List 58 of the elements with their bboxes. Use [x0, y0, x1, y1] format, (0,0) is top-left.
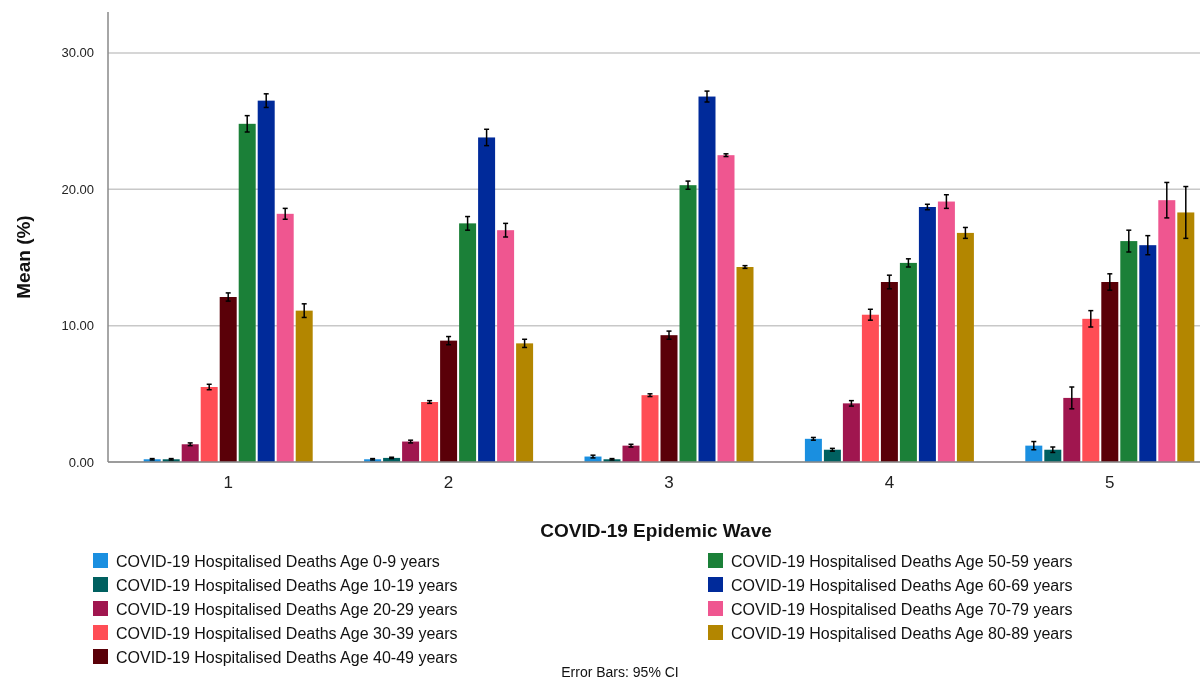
legend-label: COVID-19 Hospitalised Deaths Age 70-79 years — [731, 600, 1073, 618]
y-tick-label: 0.00 — [68, 454, 94, 470]
bar — [219, 297, 237, 462]
bar — [1120, 241, 1138, 462]
y-tick-label: 10.00 — [61, 318, 94, 334]
bar — [717, 155, 735, 462]
bar — [804, 438, 822, 462]
y-axis-title: Mean (%) — [13, 215, 34, 299]
bar — [698, 96, 716, 462]
bar — [918, 207, 936, 462]
bar — [1025, 445, 1043, 462]
bar — [736, 267, 754, 462]
bar — [937, 201, 955, 462]
text: Error Bars: 95% CI — [561, 664, 679, 680]
bar — [679, 185, 697, 462]
bar — [1139, 245, 1157, 462]
bar — [641, 395, 659, 462]
bar — [1101, 282, 1119, 462]
bar — [861, 314, 879, 462]
bar — [842, 403, 860, 462]
bar — [478, 137, 496, 462]
bar — [257, 100, 275, 462]
bar — [276, 213, 294, 462]
bar — [899, 262, 917, 462]
bar — [1063, 397, 1081, 462]
bar — [200, 387, 218, 462]
bar — [516, 343, 534, 462]
legend-label: COVID-19 Hospitalised Deaths Age 0-9 years — [116, 552, 440, 570]
x-tick-label: 4 — [884, 473, 895, 492]
x-tick-label: 3 — [664, 473, 674, 492]
legend-label: COVID-19 Hospitalised Deaths Age 80-89 years — [731, 624, 1073, 642]
bar — [1177, 212, 1195, 462]
bar — [295, 310, 313, 462]
bar — [1082, 318, 1100, 462]
bar — [402, 441, 420, 462]
x-axis-title: COVID-19 Epidemic Wave — [540, 520, 772, 541]
bar — [459, 223, 477, 462]
x-tick-label: 5 — [1105, 473, 1115, 492]
bar — [622, 445, 640, 462]
bar — [497, 230, 515, 462]
bar — [238, 123, 256, 462]
bar — [1158, 200, 1176, 462]
y-tick-label: 30.00 — [61, 45, 94, 61]
bar — [440, 340, 458, 462]
bar — [956, 232, 974, 462]
x-tick-label: 2 — [443, 473, 454, 492]
bar — [660, 335, 678, 462]
y-tick-label: 20.00 — [61, 181, 94, 197]
bar — [880, 282, 898, 462]
legend-label: COVID-19 Hospitalised Deaths Age 60-69 years — [731, 576, 1073, 594]
legend-label: COVID-19 Hospitalised Deaths Age 20-29 years — [116, 600, 458, 618]
bar — [421, 402, 439, 462]
legend-label: COVID-19 Hospitalised Deaths Age 30-39 years — [116, 624, 458, 642]
legend-label: COVID-19 Hospitalised Deaths Age 40-49 years — [116, 648, 458, 666]
bar — [181, 444, 199, 462]
legend-label: COVID-19 Hospitalised Deaths Age 50-59 years — [731, 552, 1073, 570]
legend-label: COVID-19 Hospitalised Deaths Age 10-19 years — [116, 576, 458, 594]
x-tick-label: 1 — [223, 473, 233, 492]
